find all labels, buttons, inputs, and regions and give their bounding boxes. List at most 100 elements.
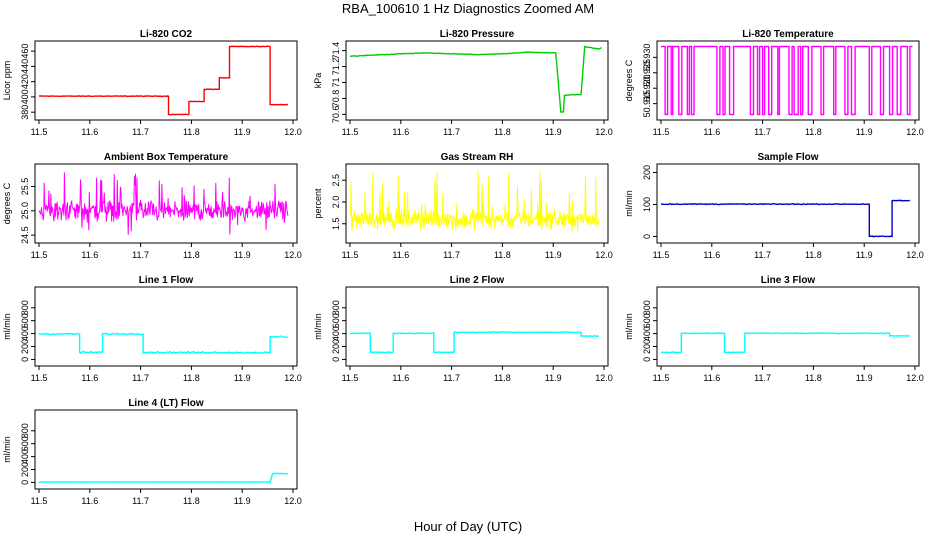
y-tick-label: 1.5 [331, 217, 341, 230]
plot-frame [345, 40, 609, 121]
series-line [349, 45, 602, 113]
panel-2: Li-820 Pressure 11.5 11.6 11.7 11.8 11.9 12.0 7… [313, 29, 613, 137]
series-line [661, 45, 913, 116]
plot-frame [656, 163, 920, 244]
panel-title: Ambient Box Temperature [104, 152, 229, 163]
x-tick-label: 12.0 [906, 373, 924, 383]
panel-1: Li-820 CO2 11.5 11.6 11.7 11.8 11.9 12.0 380400… [2, 29, 302, 137]
panel-4: Ambient Box Temperature 11.5 11.6 11.7 11.8 1… [2, 152, 302, 260]
x-tick-label: 11.5 [342, 127, 359, 137]
y-tick-label: 50.930 [642, 44, 652, 72]
x-tick-label: 11.6 [81, 496, 98, 506]
x-tick-label: 11.8 [805, 250, 822, 260]
x-tick-label: 11.5 [31, 496, 48, 506]
x-tick-label: 11.9 [234, 127, 251, 137]
y-tick-label: 71.4 [331, 42, 341, 60]
x-tick-label: 11.7 [132, 496, 149, 506]
y-axis-label: degrees C [2, 182, 12, 224]
series-line [349, 171, 600, 232]
x-tick-label: 11.9 [856, 127, 873, 137]
y-tick-label: 800 [642, 300, 652, 315]
y-tick-label: 380 [20, 105, 30, 120]
y-tick-label: 0 [20, 357, 30, 362]
x-tick-label: 11.8 [183, 127, 200, 137]
y-axis-label: ml/min [624, 313, 634, 340]
x-tick-label: 11.6 [81, 373, 98, 383]
x-tick-label: 12.0 [284, 496, 302, 506]
y-axis-label: percent [313, 188, 323, 219]
x-tick-label: 11.9 [234, 250, 251, 260]
y-tick-label: 400 [642, 326, 652, 341]
x-tick-label: 11.6 [392, 127, 409, 137]
x-tick-label: 12.0 [284, 250, 302, 260]
y-tick-label: 200 [20, 462, 30, 477]
x-tick-label: 11.8 [183, 496, 200, 506]
x-tick-label: 11.5 [31, 373, 48, 383]
y-tick-label: 50.925 [642, 59, 652, 87]
y-tick-label: 200 [642, 165, 652, 180]
x-tick-label: 11.9 [545, 373, 562, 383]
panel-7: Line 1 Flow 11.5 11.6 11.7 11.8 11.9 12.0 0 2004… [2, 275, 302, 383]
y-tick-label: 200 [642, 339, 652, 354]
x-tick-label: 11.6 [392, 373, 409, 383]
y-tick-label: 600 [331, 313, 341, 328]
y-tick-label: 400 [20, 449, 30, 464]
x-tick-label: 11.7 [132, 373, 149, 383]
plot-frame [345, 286, 609, 367]
y-tick-label: 800 [331, 300, 341, 315]
y-tick-label: 0 [20, 480, 30, 485]
y-tick-label: 25.5 [20, 178, 30, 196]
x-tick-label: 11.5 [653, 127, 670, 137]
y-tick-label: 0 [642, 357, 652, 362]
x-tick-label: 12.0 [906, 250, 924, 260]
y-axis-label: ml/min [2, 313, 12, 340]
y-tick-label: 0 [331, 357, 341, 362]
y-axis-label: degrees C [624, 59, 634, 101]
plot-frame [345, 163, 609, 244]
x-tick-label: 11.5 [653, 373, 670, 383]
y-tick-label: 200 [20, 339, 30, 354]
x-tick-label: 11.7 [443, 373, 460, 383]
y-tick-label: 440 [20, 59, 30, 74]
x-tick-label: 11.9 [856, 373, 873, 383]
x-tick-label: 12.0 [595, 373, 613, 383]
y-tick-label: 400 [20, 89, 30, 104]
y-tick-label: 420 [20, 74, 30, 89]
x-tick-label: 11.5 [653, 250, 670, 260]
y-tick-label: 71 [331, 77, 341, 87]
x-tick-label: 11.8 [494, 127, 511, 137]
panel-title: Sample Flow [757, 152, 818, 163]
y-tick-label: 400 [331, 326, 341, 341]
x-tick-label: 11.9 [545, 250, 562, 260]
series-line [350, 331, 600, 354]
x-tick-label: 11.9 [234, 496, 251, 506]
x-tick-label: 11.5 [31, 127, 48, 137]
x-tick-label: 11.7 [132, 250, 149, 260]
x-tick-label: 12.0 [284, 373, 302, 383]
y-tick-label: 800 [20, 423, 30, 438]
x-tick-label: 12.0 [906, 127, 924, 137]
x-tick-label: 11.8 [805, 127, 822, 137]
series-line [38, 45, 289, 116]
x-tick-label: 11.6 [81, 127, 98, 137]
y-tick-label: 24.5 [20, 226, 30, 244]
series-line [38, 172, 289, 235]
series-line [38, 472, 288, 483]
x-tick-label: 11.7 [754, 127, 771, 137]
plot-frame [34, 40, 298, 121]
panel-6: Sample Flow 11.5 11.6 11.7 11.8 11.9 12.0 0 100 2… [624, 152, 924, 260]
x-tick-label: 11.6 [81, 250, 98, 260]
series-line [660, 199, 910, 238]
panel-title: Gas Stream RH [441, 152, 514, 163]
x-tick-label: 11.5 [342, 250, 359, 260]
panel-5: Gas Stream RH 11.5 11.6 11.7 11.8 11.9 12.0 1.5… [313, 152, 613, 260]
y-axis-label: ml/min [313, 313, 323, 340]
y-tick-label: 71.2 [331, 58, 341, 76]
y-tick-label: 800 [20, 300, 30, 315]
panel-title: Line 2 Flow [450, 275, 505, 286]
y-tick-label: 25.0 [20, 202, 30, 220]
x-tick-label: 11.7 [443, 127, 460, 137]
panel-3: Li-820 Temperature 11.5 11.6 11.7 11.8 11.9 12… [624, 29, 924, 137]
